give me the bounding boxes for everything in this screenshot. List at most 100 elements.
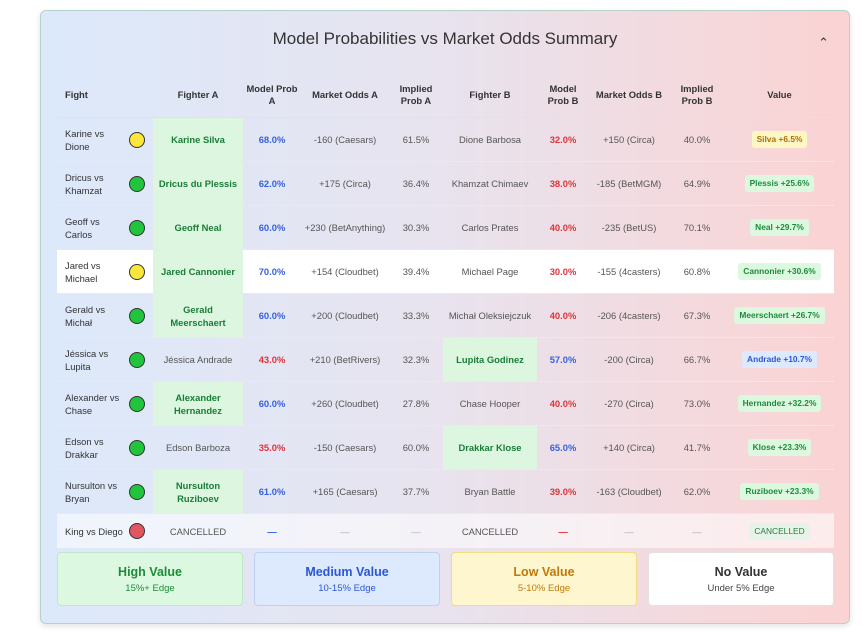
value-cell: Meerschaert +26.7% [725,293,834,338]
model-prob-b: 65.0% [537,425,589,470]
legend-title: Medium Value [305,565,389,579]
table-row[interactable]: Dricus vs Khamzat Dricus du Plessis 62.0% +… [57,161,834,206]
model-prob-a: 60.0% [243,293,301,338]
status-dot-icon [129,351,145,368]
value-badge: Hernandez +32.2% [737,395,822,412]
status-dot-icon [129,307,145,324]
value-badge: Andrade +10.7% [742,351,817,368]
column-header: Fighter B [443,73,537,118]
market-odds-b: -270 (Circa) [589,381,669,426]
status-dot-icon [129,439,145,456]
fight-name: Alexander vs Chase [65,391,120,416]
table-row[interactable]: Jéssica vs Lupita Jéssica Andrade 43.0% +21… [57,337,834,382]
market-odds-a: +154 (Cloudbet) [301,249,389,294]
value-cell: Klose +23.3% [725,425,834,470]
fighter-a: Alexander Hernandez [153,381,243,426]
fighter-b: Lupita Godinez [443,337,537,382]
column-header: Fight [57,73,153,118]
legend-subtitle: 10-15% Edge [318,583,376,594]
table-row[interactable]: King vs Diego CANCELLED — — — CANCELLED — — — CAN… [57,513,834,548]
market-odds-a: +210 (BetRivers) [301,337,389,382]
market-odds-b: +140 (Circa) [589,425,669,470]
implied-prob-b: 40.0% [669,117,725,162]
market-odds-a: +165 (Caesars) [301,469,389,514]
implied-prob-b: 70.1% [669,205,725,250]
fighter-b: Michał Oleksiejczuk [443,293,537,338]
table-row[interactable]: Nursulton vs Bryan Nursulton Ruziboev 61.0… [57,469,834,514]
value-badge: Cannonier +30.6% [738,263,821,280]
table-row[interactable]: Geoff vs Carlos Geoff Neal 60.0% +230 (BetA… [57,205,834,250]
chevron-up-icon[interactable]: ⌃ [818,35,829,50]
market-odds-b: -200 (Circa) [589,337,669,382]
implied-prob-a: 32.3% [389,337,443,382]
model-prob-a: 60.0% [243,205,301,250]
legend-title: High Value [118,565,182,579]
implied-prob-a: 30.3% [389,205,443,250]
market-odds-b: -185 (BetMGM) [589,161,669,206]
implied-prob-a: 36.4% [389,161,443,206]
value-cell: Hernandez +32.2% [725,381,834,426]
model-prob-b: 32.0% [537,117,589,162]
fighter-a: Edson Barboza [153,425,243,470]
market-odds-a: +230 (BetAnything) [301,205,389,250]
column-header: Model Prob B [537,73,589,118]
model-prob-b: 40.0% [537,293,589,338]
market-odds-a: +260 (Cloudbet) [301,381,389,426]
column-header: Implied Prob A [389,73,443,118]
fighter-a: Geoff Neal [153,205,243,250]
market-odds-a: +175 (Circa) [301,161,389,206]
implied-prob-b: 60.8% [669,249,725,294]
column-header: Market Odds A [301,73,389,118]
status-dot-icon [129,523,145,539]
value-cell: Silva +6.5% [725,117,834,162]
implied-prob-b: 67.3% [669,293,725,338]
fight-cell: Geoff vs Carlos [57,205,153,250]
model-prob-a: 61.0% [243,469,301,514]
fighter-b: Dione Barbosa [443,117,537,162]
model-prob-b: — [537,513,589,548]
legend-medium-value: Medium Value 10-15% Edge [254,552,440,606]
value-badge: Meerschaert +26.7% [734,307,825,324]
implied-prob-a: — [389,513,443,548]
market-odds-a: -150 (Caesars) [301,425,389,470]
fight-name: Dricus vs Khamzat [65,171,104,196]
implied-prob-a: 60.0% [389,425,443,470]
implied-prob-b: 66.7% [669,337,725,382]
value-badge: CANCELLED [749,522,810,540]
table-row[interactable]: Alexander vs Chase Alexander Hernandez 60.… [57,381,834,426]
table-row[interactable]: Karine vs Dione Karine Silva 68.0% -160 (Ca… [57,117,834,162]
value-cell: Cannonier +30.6% [725,249,834,294]
implied-prob-a: 39.4% [389,249,443,294]
implied-prob-a: 61.5% [389,117,443,162]
column-header: Model Prob A [243,73,301,118]
fighter-b: Bryan Battle [443,469,537,514]
status-dot-icon [129,175,145,192]
model-prob-b: 38.0% [537,161,589,206]
model-prob-b: 57.0% [537,337,589,382]
column-header: Market Odds B [589,73,669,118]
legend-subtitle: Under 5% Edge [707,583,775,594]
value-cell: Plessis +25.6% [725,161,834,206]
fight-name: Edson vs Drakkar [65,435,104,460]
table-row[interactable]: Gerald vs Michał Gerald Meerschaert 60.0% +… [57,293,834,338]
fighter-b: Michael Page [443,249,537,294]
table-row[interactable]: Jared vs Michael Jared Cannonier 70.0% +154… [57,249,834,294]
fight-cell: Karine vs Dione [57,117,153,162]
market-odds-b: -163 (Cloudbet) [589,469,669,514]
fight-name: Karine vs Dione [65,127,105,152]
fight-name: King vs Diego [65,525,123,537]
fighter-b: Khamzat Chimaev [443,161,537,206]
fighter-a: Gerald Meerschaert [153,293,243,338]
value-cell: Andrade +10.7% [725,337,834,382]
status-dot-icon [129,483,145,500]
fighter-b: Drakkar Klose [443,425,537,470]
odds-table: Fight Fighter A Model Prob A Market Odds… [57,73,834,548]
value-badge: Silva +6.5% [751,131,808,148]
legend-title: No Value [714,565,768,579]
fighter-b: CANCELLED [443,513,537,548]
market-odds-a: -160 (Caesars) [301,117,389,162]
table-row[interactable]: Edson vs Drakkar Edson Barboza 35.0% -150 (… [57,425,834,470]
value-cell: Neal +29.7% [725,205,834,250]
column-header: Fighter A [153,73,243,118]
market-odds-b: +150 (Circa) [589,117,669,162]
